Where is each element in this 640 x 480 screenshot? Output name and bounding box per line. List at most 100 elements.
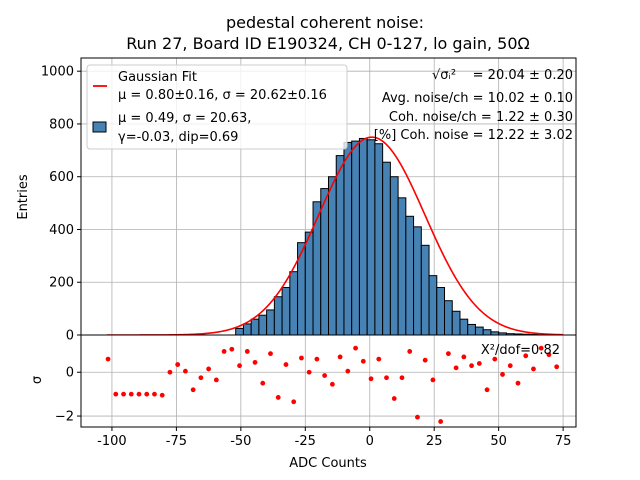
legend-hist-swatch bbox=[92, 121, 107, 133]
residual-point bbox=[469, 363, 474, 369]
residual-point bbox=[268, 351, 273, 357]
residual-point bbox=[500, 372, 505, 377]
chart-title-line2: Run 27, Board ID E190324, CH 0-127, lo g… bbox=[126, 34, 529, 53]
residual-point bbox=[213, 377, 219, 383]
residual-point bbox=[152, 391, 157, 397]
stat-sqrt-value: = 20.04 ± 0.20 bbox=[473, 68, 573, 83]
histogram-bar bbox=[405, 215, 415, 336]
residual-point bbox=[121, 391, 126, 397]
bottom-grid bbox=[81, 335, 576, 427]
residual-point bbox=[198, 375, 204, 381]
stat-coh-noise-pct: [%] Coh. noise = 12.22 ± 3.02 bbox=[374, 128, 573, 143]
histogram-bar bbox=[304, 231, 314, 336]
histogram-bar bbox=[281, 287, 291, 336]
residual-point bbox=[190, 387, 196, 393]
residual-point bbox=[376, 356, 382, 362]
top-y-ticks: 0 200 400 600 800 1000 bbox=[41, 65, 81, 344]
residual-point bbox=[221, 349, 227, 354]
histogram-bar bbox=[273, 296, 283, 336]
stats-annotations: √σᵢ² = 20.04 ± 0.20 Avg. noise/ch = 10.0… bbox=[374, 68, 573, 143]
histogram-bars bbox=[235, 137, 546, 336]
legend-hist-line1: μ = 0.49, σ = 20.63, bbox=[118, 111, 251, 126]
top-y-tick-label-5: 1000 bbox=[41, 65, 74, 80]
x-axis-label: ADC Counts bbox=[289, 456, 367, 471]
bottom-y-ticks: −2 0 bbox=[55, 366, 81, 425]
residual-point bbox=[515, 380, 521, 386]
histogram-bar bbox=[451, 310, 461, 336]
residual-point bbox=[415, 414, 420, 420]
histogram-bar bbox=[413, 226, 422, 336]
bottom-y-tick-label-1: 0 bbox=[66, 366, 74, 381]
residual-point bbox=[322, 373, 328, 378]
histogram-bar bbox=[312, 201, 322, 336]
histogram-bar bbox=[250, 318, 260, 336]
residual-point bbox=[368, 376, 374, 382]
stat-avg-noise: Avg. noise/ch = 10.02 ± 0.10 bbox=[382, 91, 573, 106]
residual-point bbox=[237, 363, 242, 369]
residual-point bbox=[105, 356, 111, 362]
legend-hist-line2: γ=-0.03, dip=0.69 bbox=[118, 130, 238, 145]
histogram-bar bbox=[351, 140, 360, 336]
histogram-bar bbox=[459, 318, 469, 336]
histogram-bar bbox=[474, 326, 484, 336]
bottom-plot-frame bbox=[80, 334, 577, 428]
stat-coh-noise-ch: Coh. noise/ch = 1.22 ± 0.30 bbox=[389, 110, 573, 125]
histogram-bar bbox=[289, 271, 299, 336]
residual-point bbox=[229, 346, 235, 352]
histogram-bar bbox=[358, 137, 368, 336]
residual-point bbox=[438, 419, 444, 424]
legend-fit-params: μ = 0.80±0.16, σ = 20.62±0.16 bbox=[118, 88, 327, 103]
histogram-bar bbox=[382, 161, 391, 336]
top-y-tick-label-0: 0 bbox=[66, 329, 74, 344]
top-y-tick-label-1: 200 bbox=[49, 276, 74, 291]
histogram-bar bbox=[374, 143, 384, 336]
residual-point bbox=[476, 361, 482, 366]
legend-box bbox=[86, 64, 348, 150]
x-tick-label-5: 25 bbox=[426, 434, 443, 449]
residual-point bbox=[445, 351, 451, 357]
residual-point bbox=[159, 392, 165, 398]
residual-point bbox=[291, 399, 297, 405]
residual-point bbox=[244, 349, 250, 354]
residual-point bbox=[144, 391, 150, 397]
residual-point bbox=[175, 362, 181, 367]
residual-point bbox=[260, 380, 266, 386]
residual-point bbox=[306, 369, 312, 375]
residual-point bbox=[128, 391, 134, 397]
histogram-bar bbox=[420, 244, 430, 336]
residual-point bbox=[407, 349, 413, 354]
legend: Gaussian Fit μ = 0.80±0.16, σ = 20.62±0.… bbox=[86, 64, 348, 150]
residual-point bbox=[252, 359, 258, 365]
residual-point bbox=[399, 375, 405, 381]
residual-point bbox=[329, 381, 335, 387]
x-tick-label-2: -50 bbox=[230, 434, 251, 449]
top-y-tick-label-2: 400 bbox=[49, 223, 74, 238]
chart-title-line1: pedestal coherent noise: bbox=[226, 13, 424, 32]
residual-point bbox=[430, 377, 436, 383]
residual-point bbox=[492, 356, 498, 362]
histogram-bar bbox=[444, 300, 453, 336]
bottom-y-tick-label-0: −2 bbox=[55, 410, 74, 425]
residual-point bbox=[546, 352, 552, 358]
residual-point bbox=[384, 375, 389, 381]
histogram-bar bbox=[428, 275, 438, 336]
residual-point bbox=[167, 369, 173, 375]
residual-point bbox=[461, 354, 467, 360]
residual-point bbox=[453, 365, 459, 371]
residual-point bbox=[391, 396, 397, 401]
residual-point bbox=[360, 358, 366, 364]
legend-fit-title: Gaussian Fit bbox=[118, 70, 197, 85]
residual-point bbox=[353, 345, 358, 351]
residual-point bbox=[314, 356, 320, 362]
residual-point bbox=[531, 366, 536, 372]
histogram-bar bbox=[397, 197, 407, 336]
residual-point bbox=[299, 355, 304, 361]
x-tick-label-3: -25 bbox=[295, 434, 316, 449]
histogram-bar bbox=[242, 323, 252, 336]
histogram-bar bbox=[467, 323, 476, 336]
x-tick-label-6: 50 bbox=[490, 434, 507, 449]
residual-point bbox=[206, 366, 212, 372]
histogram-bar bbox=[235, 327, 244, 336]
histogram-bar bbox=[328, 176, 337, 336]
